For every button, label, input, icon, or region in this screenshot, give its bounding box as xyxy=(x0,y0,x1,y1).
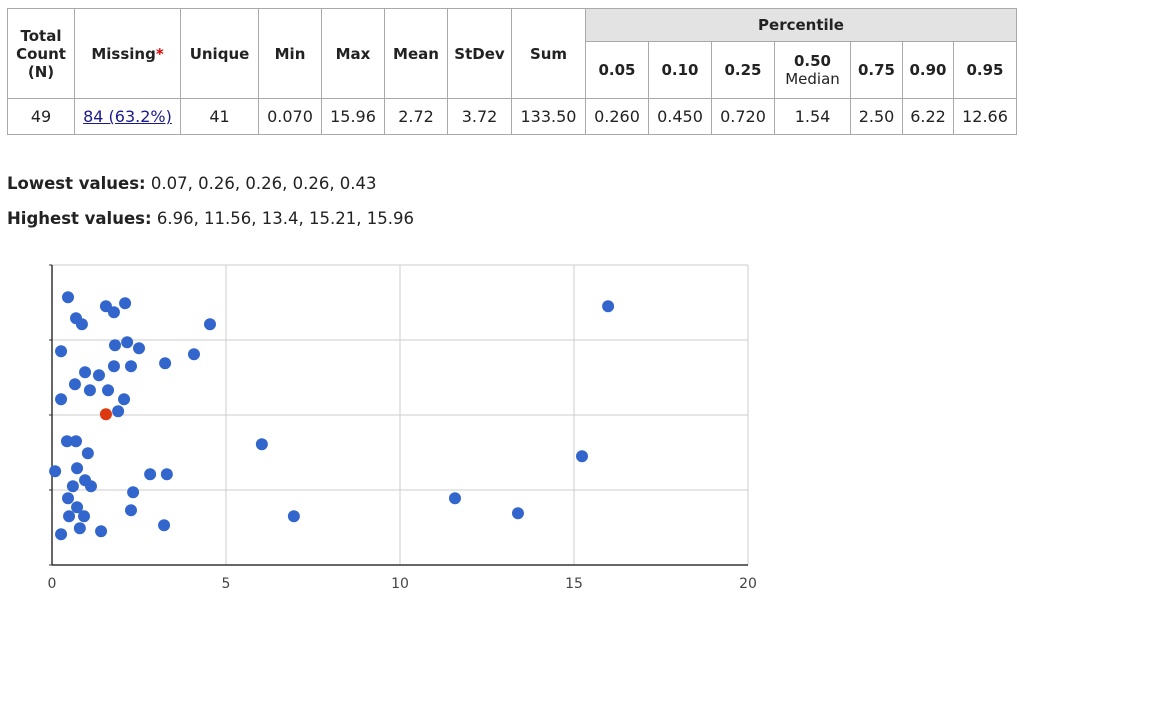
label: Lowest values: xyxy=(7,174,146,193)
data-cell: 0.260 xyxy=(585,98,649,135)
data-cell: 1.54 xyxy=(774,98,851,135)
point xyxy=(71,501,84,514)
header-cell: Max xyxy=(321,8,385,99)
point xyxy=(160,468,173,481)
data-cell: 3.72 xyxy=(447,98,512,135)
data-cell: 6.22 xyxy=(902,98,954,135)
header-cell: Unique xyxy=(180,8,259,99)
point xyxy=(71,462,84,475)
point xyxy=(158,519,171,532)
highest-values: Highest values: 6.96, 11.56, 13.4, 15.21… xyxy=(7,209,414,228)
percentile-cell: 0.50 Median xyxy=(774,41,851,99)
data-cell: 15.96 xyxy=(321,98,385,135)
header-cell: StDev xyxy=(447,8,512,99)
data-cell: 41 xyxy=(180,98,259,135)
point xyxy=(68,378,81,391)
point xyxy=(108,339,121,352)
data-cell: 0.070 xyxy=(258,98,322,135)
point xyxy=(107,360,120,373)
point xyxy=(127,486,140,499)
point xyxy=(70,435,83,448)
point xyxy=(511,507,524,520)
stats-table: Total Count (N) Missing* Unique Min Max … xyxy=(7,8,1017,135)
point xyxy=(99,408,112,421)
point xyxy=(84,480,97,493)
percentile-cell: 0.25 xyxy=(711,41,775,99)
point xyxy=(255,438,268,451)
lowest-values: Lowest values: 0.07, 0.26, 0.26, 0.26, 0… xyxy=(7,174,377,193)
data-cell: 2.72 xyxy=(384,98,448,135)
point xyxy=(63,510,76,523)
point xyxy=(112,405,125,418)
x-tick-label: 5 xyxy=(222,576,231,592)
data-cell: 0.450 xyxy=(648,98,712,135)
x-tick-label: 20 xyxy=(739,576,757,592)
x-tick-label: 15 xyxy=(565,576,583,592)
point xyxy=(118,393,131,406)
point xyxy=(55,345,68,358)
point xyxy=(60,435,73,448)
percentile-text: 0.50 xyxy=(793,52,831,70)
point xyxy=(121,336,134,349)
data-cell: 49 xyxy=(7,98,75,135)
header-text: Missing xyxy=(91,44,156,63)
point xyxy=(133,342,145,355)
header-cell: Min xyxy=(258,8,322,99)
point xyxy=(187,348,200,361)
header-cell: Total Count (N) xyxy=(7,8,75,99)
label: Highest values: xyxy=(7,209,152,228)
data-cell: 2.50 xyxy=(850,98,903,135)
point xyxy=(66,480,79,493)
percentile-cell: 0.10 xyxy=(648,41,712,99)
point xyxy=(107,306,120,319)
point xyxy=(124,504,137,517)
point xyxy=(62,492,75,505)
point xyxy=(79,366,92,379)
point xyxy=(159,357,172,370)
percentile-header: Percentile xyxy=(585,8,1017,42)
required-mark: * xyxy=(155,44,164,63)
header-cell: Missing* xyxy=(74,8,181,99)
percentile-cell: 0.90 xyxy=(902,41,954,99)
point xyxy=(83,384,96,397)
median-label: Median xyxy=(785,70,840,88)
x-tick-label: 0 xyxy=(48,576,57,592)
point xyxy=(55,393,68,406)
data-cell: 133.50 xyxy=(511,98,586,135)
point xyxy=(287,510,300,523)
data-cell: 0.720 xyxy=(711,98,775,135)
point xyxy=(576,450,589,463)
point xyxy=(602,300,615,313)
percentile-cell: 0.05 xyxy=(585,41,649,99)
point xyxy=(124,360,137,373)
missing-link[interactable]: 84 (63.2%) xyxy=(83,107,172,126)
point xyxy=(144,468,157,481)
values-text: 0.07, 0.26, 0.26, 0.26, 0.43 xyxy=(150,174,377,193)
header-cell: Sum xyxy=(511,8,586,99)
x-tick-label: 10 xyxy=(391,576,409,592)
point xyxy=(78,510,91,523)
point xyxy=(73,522,86,535)
data-cell: 12.66 xyxy=(953,98,1017,135)
percentile-cell: 0.95 xyxy=(953,41,1017,99)
point xyxy=(119,297,132,310)
point xyxy=(102,384,115,397)
point xyxy=(81,447,94,460)
values-text: 6.96, 11.56, 13.4, 15.21, 15.96 xyxy=(156,209,414,228)
point xyxy=(448,492,461,505)
point xyxy=(62,291,75,304)
data-row: 49 84 (63.2%) 41 0.070 15.96 2.72 3.72 133.50 0.… xyxy=(7,98,1017,135)
point xyxy=(75,318,88,331)
point xyxy=(92,369,105,382)
percentile-cell: 0.75 xyxy=(850,41,903,99)
data-cell: 84 (63.2%) xyxy=(74,98,181,135)
point xyxy=(49,465,62,478)
chart: 0 5 10 15 20 xyxy=(48,264,757,592)
point xyxy=(203,318,216,331)
header-cell: Mean xyxy=(384,8,448,99)
point xyxy=(95,525,108,538)
point xyxy=(55,528,68,541)
